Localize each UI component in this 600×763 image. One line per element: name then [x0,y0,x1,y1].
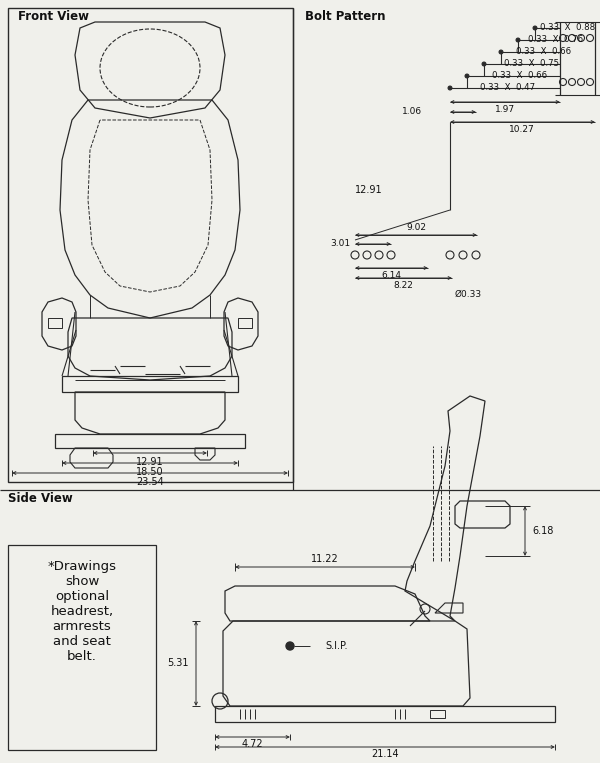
Text: 21.14: 21.14 [371,749,399,759]
Circle shape [499,50,503,54]
Text: 8.22: 8.22 [393,282,413,291]
Bar [238,318,252,328]
Text: 3.01: 3.01 [330,240,350,249]
Bar [8,545,156,750]
Bar [48,318,62,328]
Text: 6.14: 6.14 [381,272,401,281]
Text: 0.33  X  0.66: 0.33 X 0.66 [516,47,571,56]
Text: 4.72: 4.72 [241,739,263,749]
Bar [8,8,293,482]
Text: 23.54: 23.54 [136,477,164,487]
Text: Front View: Front View [18,11,89,24]
Bar [430,710,445,718]
Text: 9.02: 9.02 [406,223,426,231]
Text: 12.91: 12.91 [136,457,164,467]
Text: Ø0.33: Ø0.33 [455,289,482,298]
Text: 0.33  X  0.47: 0.33 X 0.47 [480,83,535,92]
Text: 0.33  X  0.76: 0.33 X 0.76 [528,36,583,44]
Text: 11.22: 11.22 [311,554,339,564]
Circle shape [465,74,469,78]
Text: S.I.P.: S.I.P. [325,641,347,651]
Text: 0.33  X  0.75: 0.33 X 0.75 [504,60,559,69]
Text: 6.18: 6.18 [532,526,554,536]
Text: Bolt Pattern: Bolt Pattern [305,11,386,24]
Circle shape [482,62,486,66]
Text: 18.50: 18.50 [136,467,164,477]
Text: Side View: Side View [8,491,73,504]
Text: 12.91: 12.91 [355,185,383,195]
Text: 5.31: 5.31 [167,658,189,668]
Text: 0.33  X  0.88: 0.33 X 0.88 [540,24,595,33]
Bar [215,706,555,722]
Text: 10.27: 10.27 [509,125,535,134]
Text: 1.06: 1.06 [402,108,422,117]
Circle shape [286,642,294,650]
Circle shape [516,38,520,42]
Circle shape [533,26,537,30]
Circle shape [448,86,452,90]
Text: *Drawings
show
optional
headrest,
armrests
and seat
belt.: *Drawings show optional headrest, armres… [47,560,116,663]
Text: 0.33  X  0.66: 0.33 X 0.66 [492,72,547,81]
Text: 1.97: 1.97 [495,105,515,114]
